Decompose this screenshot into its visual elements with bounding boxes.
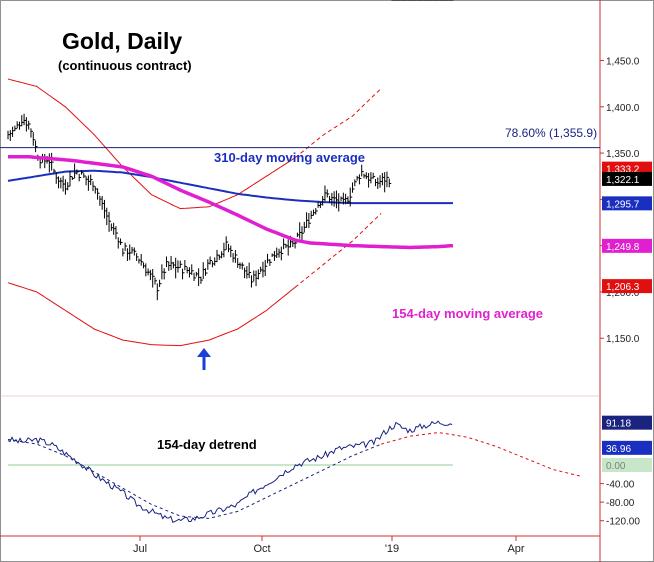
chart-subtitle: (continuous contract) [58, 58, 192, 73]
lower-band-line [7, 282, 296, 347]
price-tags: 1,333.21,322.1 1,295.7 1,249.8 1,206.3 91.18… [602, 161, 652, 472]
price-tag-label: 1,206.3 [606, 282, 640, 293]
lower-band-projection [294, 212, 382, 288]
detrend-label: 154-day detrend [157, 437, 257, 452]
x-tick-label: '19 [385, 543, 399, 555]
price-tag-label: 1,322.1 [606, 175, 640, 186]
x-tick-label: Oct [253, 543, 270, 555]
detrend-tick-label: -40.00 [606, 480, 635, 491]
x-tick-label: Apr [507, 543, 524, 555]
ma310-line [7, 169, 453, 205]
price-tag-box [602, 171, 652, 186]
price-tag-box [602, 279, 652, 294]
fib-level-label: 78.60% (1,355.9) [505, 126, 597, 140]
upper-band-projection [294, 87, 382, 159]
ma310-group [7, 169, 453, 205]
detrend-tick-label: -120.00 [606, 517, 640, 528]
chart-title: Gold, Daily [62, 28, 182, 54]
detrend-tag-box [602, 440, 652, 455]
detrend-panel [7, 420, 583, 523]
cycle-low-arrow-icon [197, 348, 211, 370]
detrend-line [7, 420, 453, 523]
y-tick-label: 1,350.0 [606, 149, 640, 160]
y-tick-label: 1,200.0 [606, 288, 640, 299]
cycle-bands [7, 78, 382, 347]
detrend-tag-box [602, 415, 652, 430]
detrend-tag-label: 0.00 [606, 461, 626, 472]
ma154-line [8, 155, 454, 250]
detrend-wave [7, 439, 382, 519]
price-tag-label: 1,295.7 [606, 199, 640, 210]
price-tag-label: 1,333.2 [606, 165, 640, 176]
detrend-tag-label: 91.18 [606, 419, 631, 430]
price-tag-box [602, 238, 652, 253]
x-tick-label: Jul [133, 543, 147, 555]
ma154-group [8, 155, 454, 250]
upper-band-line [7, 78, 296, 210]
y-tick-label: 1,450.0 [606, 57, 640, 68]
price-bars [7, 0, 454, 301]
time-axis: Jul Oct '19 Apr [133, 536, 525, 555]
ma154-label: 154-day moving average [392, 306, 543, 321]
detrend-tag-box [602, 458, 652, 472]
detrend-tag-label: 36.96 [606, 444, 631, 455]
price-tag-label: 1,249.8 [606, 242, 640, 253]
y-tick-label: 1,150.0 [606, 334, 640, 345]
ma310-label: 310-day moving average [214, 150, 365, 165]
detrend-projection [381, 431, 583, 478]
y-tick-label: 1,400.0 [606, 103, 640, 114]
price-tag-box [602, 196, 652, 211]
detrend-tick-label: -80.00 [606, 498, 635, 509]
